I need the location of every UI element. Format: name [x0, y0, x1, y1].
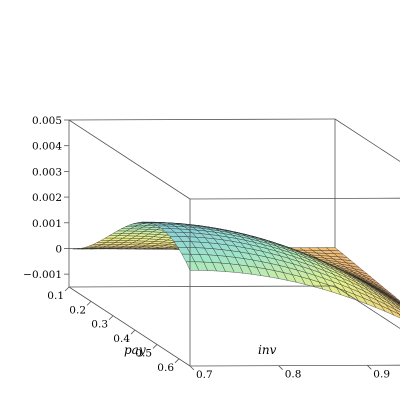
pay-tick-label: 0.1	[47, 290, 64, 302]
inv-tick-label: 0.8	[285, 369, 302, 381]
surface-patch	[395, 305, 400, 310]
box-edge	[68, 285, 336, 288]
pay-tick-mark	[130, 329, 136, 335]
surface-patch	[391, 301, 400, 309]
pay-axis-label: pay	[124, 343, 146, 357]
surface-patch	[394, 309, 400, 315]
pay-tick-mark	[64, 286, 70, 292]
box-edge	[68, 119, 191, 200]
pay-tick-label: 0.5	[135, 348, 152, 360]
pay-tick-mark	[108, 315, 114, 321]
box-edge	[189, 364, 400, 367]
inv-tick-label: 0.7	[196, 369, 213, 381]
pay-tick-label: 0.3	[91, 319, 108, 331]
z-tick-label: 0.001	[32, 218, 62, 230]
surface-patch	[397, 301, 400, 304]
bounding-box-back	[68, 118, 400, 287]
z-tick-label: 0.003	[32, 166, 62, 178]
z-tick-label: 0	[55, 244, 62, 256]
z-tick-label: 0.004	[32, 141, 62, 153]
pay-tick-mark	[152, 344, 158, 349]
pay-tick-mark	[86, 301, 92, 306]
bounding-box-front	[68, 199, 400, 367]
z-tick-label: −0.001	[23, 269, 62, 281]
pay-tick-label: 0.6	[157, 362, 174, 374]
surface-patch	[387, 297, 400, 307]
surface-patch	[394, 298, 400, 303]
z-tick-label: 0.005	[32, 115, 62, 127]
inv-tick-label: 0.9	[373, 368, 390, 380]
box-edge	[189, 197, 400, 200]
surface-patch	[390, 304, 400, 313]
box-edge	[334, 285, 400, 329]
inv-tick-mark	[189, 365, 195, 371]
z-tick-label: 0.002	[32, 192, 62, 204]
pay-tick-label: 0.4	[113, 333, 130, 345]
box-edge	[68, 286, 191, 367]
surface-mesh	[68, 221, 400, 319]
pay-tick-label: 0.2	[69, 304, 86, 316]
inv-tick-mark	[367, 365, 372, 370]
pay-tick-mark	[174, 358, 180, 364]
box-edge	[68, 118, 336, 121]
axis-ticks: 0.005 0.004 0.003 0.002 0.001 0 −0.001 0.7 0.8 0.…	[23, 115, 390, 381]
surface-patch	[396, 303, 400, 307]
box-edge	[334, 118, 400, 162]
inv-tick-mark	[278, 365, 283, 370]
surface-patch	[389, 309, 400, 319]
inv-axis-label: inv	[258, 343, 277, 357]
